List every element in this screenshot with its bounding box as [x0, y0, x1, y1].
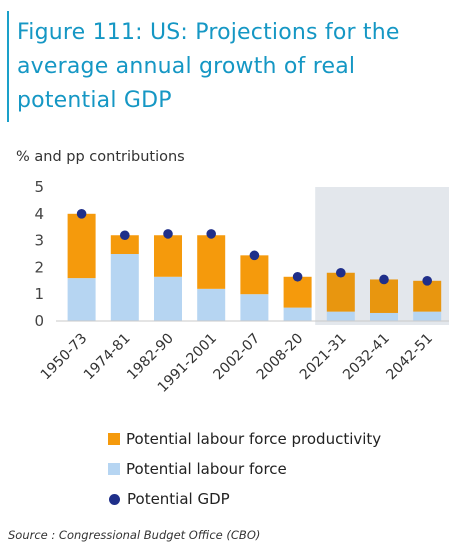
legend-swatch-labour-force [108, 463, 120, 475]
legend-item-labour-force: Potential labour force [108, 454, 381, 484]
title-accent-bar [7, 11, 9, 122]
y-tick-label: 4 [34, 205, 44, 223]
bar-labour-force [110, 254, 139, 321]
point-potential-gdp [379, 274, 389, 285]
bar-labour-force [413, 311, 442, 321]
bar-productivity [283, 276, 312, 308]
y-tick-label: 3 [34, 232, 44, 250]
bar-labour-force [197, 288, 226, 321]
bar-labour-force [154, 276, 182, 321]
legend-label-productivity: Potential labour force productivity [126, 430, 382, 448]
x-tick-label: 2042-51 [383, 331, 436, 384]
point-potential-gdp [163, 229, 173, 239]
bar-labour-force [67, 278, 96, 321]
legend-marker-gdp [109, 493, 120, 505]
point-potential-gdp [76, 209, 87, 219]
source-note: Source : Congressional Budget Office (CB… [8, 528, 261, 542]
legend-item-gdp: Potential GDP [108, 484, 381, 514]
bar-productivity [197, 235, 226, 289]
point-potential-gdp [336, 267, 346, 278]
x-tick-label: 2002-07 [211, 331, 264, 384]
x-tick-label: 1974-81 [81, 331, 134, 384]
point-potential-gdp [422, 276, 433, 286]
bar-productivity [370, 279, 398, 313]
y-tick-label: 2 [34, 258, 44, 276]
bar-labour-force [370, 312, 398, 321]
bar-productivity [154, 235, 182, 277]
figure-header: Figure 111: US: Projections for the aver… [0, 0, 455, 122]
legend-swatch-productivity [108, 433, 120, 445]
y-tick-label: 1 [34, 285, 44, 303]
bar-productivity [67, 213, 96, 279]
x-tick-label: 1950-73 [38, 331, 91, 384]
bar-labour-force [283, 307, 312, 321]
y-tick-label: 0 [34, 312, 44, 330]
legend-label-labour-force: Potential labour force [126, 460, 287, 478]
point-potential-gdp [292, 271, 303, 282]
y-tick-label: 5 [34, 178, 44, 196]
bar-productivity [326, 272, 355, 312]
chart: % and pp contributions 0 1 2 3 4 5 1950-731974-… [16, 149, 449, 396]
point-potential-gdp [120, 230, 130, 241]
point-potential-gdp [206, 229, 216, 239]
y-axis-label: % and pp contributions [16, 149, 185, 165]
point-potential-gdp [249, 250, 260, 261]
legend-label-gdp: Potential GDP [127, 490, 230, 508]
bar-productivity [413, 280, 442, 312]
legend: Potential labour force productivity Pote… [108, 424, 381, 514]
x-tick-label: 2008-20 [254, 331, 307, 384]
x-tick-label: 2021-31 [297, 331, 350, 384]
figure-title: Figure 111: US: Projections for the aver… [17, 20, 400, 113]
legend-item-productivity: Potential labour force productivity [108, 424, 381, 454]
bar-productivity [110, 235, 139, 254]
bar-labour-force [240, 294, 269, 321]
bar-labour-force [326, 311, 355, 321]
x-tick-label: 2032-41 [340, 331, 393, 384]
bar-productivity [240, 255, 269, 295]
